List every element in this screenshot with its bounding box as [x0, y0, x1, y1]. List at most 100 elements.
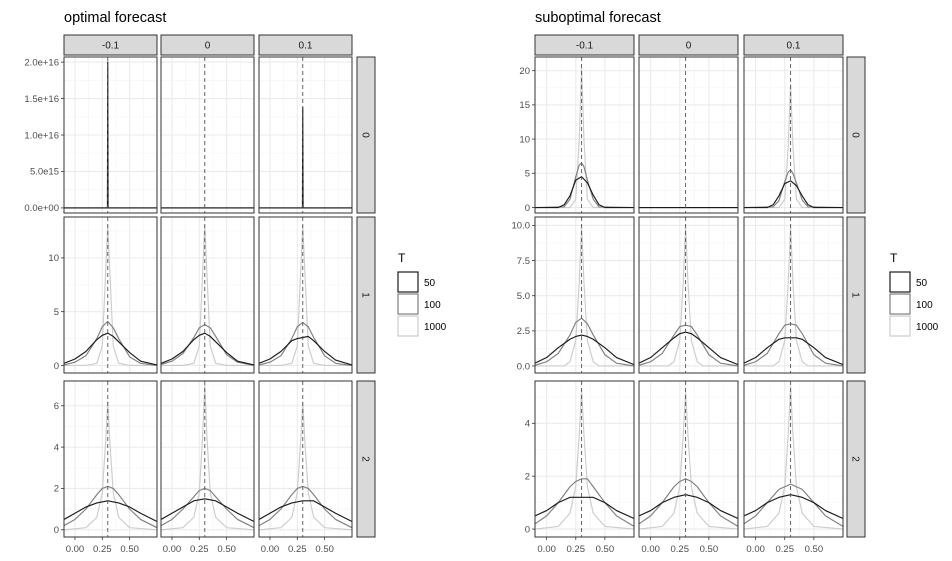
panel-background: [639, 57, 738, 213]
panel-0--0.1: [534, 56, 635, 214]
row-facet-strip: [846, 216, 866, 374]
density-line-T1000: [259, 401, 352, 531]
chart-optimal: optimal forecast -0.1 0 0.1 0 0.0e+00 5.0e15 1.…: [24, 10, 446, 555]
legend-label: 100: [916, 300, 933, 311]
panel-2-0.1: 0.00 0.25 0.50: [258, 380, 353, 555]
panel-border: [258, 380, 353, 538]
y-tick-label: 5.0e15: [30, 167, 59, 178]
legend-title: T: [398, 251, 406, 265]
column-facet-strip: [638, 34, 739, 56]
column-facet-label: 0.1: [787, 41, 801, 52]
column-facet-label: -0.1: [102, 41, 120, 52]
y-tick-label: 7.5: [517, 256, 530, 267]
density-line-T50: [64, 332, 157, 366]
legend-label: 1000: [424, 322, 447, 333]
panel-border: [534, 380, 635, 538]
panel-0--0.1: [63, 56, 158, 214]
y-tick-label: 15: [519, 100, 530, 111]
legend: T 50 100 1000: [889, 251, 939, 337]
x-tick-label: 0.50: [596, 544, 615, 555]
panel-1--0.1: [63, 216, 158, 374]
y-tick-label: 0: [525, 203, 530, 214]
column-facet-strip: [63, 34, 158, 56]
y-tick-label: 0: [525, 524, 530, 535]
x-tick-label: 0.00: [746, 544, 765, 555]
row-facet-strip: [846, 380, 866, 538]
legend-label: 1000: [916, 322, 939, 333]
density-line-T50: [161, 498, 254, 523]
y-tick-label: 2: [525, 471, 530, 482]
panel-border: [534, 56, 635, 214]
row-facet-strip: [356, 56, 376, 214]
row-facet-label: 2: [360, 456, 371, 462]
panel-0-0.1: [258, 56, 353, 214]
y-tick-label: 1.0e+16: [24, 130, 59, 141]
panel-border: [743, 56, 844, 214]
panel-2-0: 0.00 0.25 0.50: [638, 380, 739, 555]
y-tick-label: 0.0e+00: [24, 203, 59, 214]
legend-label: 50: [424, 278, 436, 289]
y-tick-label: 5: [525, 169, 530, 180]
chart-title: optimal forecast: [64, 10, 166, 26]
panel-2--0.1: 0.00 0.25 0.50: [534, 380, 635, 555]
x-tick-label: 0.00: [261, 544, 280, 555]
x-tick-label: 0.50: [217, 544, 236, 555]
column-facet-strip: [534, 34, 635, 56]
y-tick-label: 1.5e+16: [24, 94, 59, 105]
chart-suboptimal: suboptimal forecast-0.1 0 0.100510152010.0…: [512, 10, 939, 555]
row-facet-strip: [846, 56, 866, 214]
legend-key-T1000: [889, 315, 911, 337]
y-tick-label: 10: [519, 134, 530, 145]
column-facet-label: 0.1: [299, 41, 313, 52]
legend-label: 100: [424, 300, 441, 311]
density-line-T50: [535, 334, 634, 366]
y-tick-label: 0: [54, 361, 59, 372]
x-tick-label: 0.25: [93, 544, 112, 555]
column-facet-label: -0.1: [576, 41, 594, 52]
x-tick-label: 0.25: [776, 544, 795, 555]
density-line-T1000: [744, 385, 843, 530]
y-tick-label: 2.0e+16: [24, 57, 59, 68]
panel-2-0: 0.00 0.25 0.50: [160, 380, 255, 555]
panel-border: [743, 216, 844, 374]
x-tick-label: 0.25: [288, 544, 307, 555]
row-facet-label: 0: [850, 132, 861, 138]
density-line-T100: [639, 478, 738, 527]
panel-border: [638, 56, 739, 214]
panel-border: [160, 380, 255, 538]
legend-key-T100: [397, 293, 419, 315]
panel-1-0.1: [258, 216, 353, 374]
panel-border: [63, 380, 158, 538]
panel-border: [63, 216, 158, 374]
panel-1-0: [638, 216, 739, 374]
legend: T 50 100 1000: [397, 251, 447, 337]
y-tick-label: 5.0: [517, 291, 530, 302]
density-line-T100: [535, 478, 634, 527]
y-tick-label: 0.0: [517, 361, 530, 372]
column-facet-label: 0: [686, 41, 692, 52]
y-tick-label: 0: [54, 525, 59, 536]
row-facet-strip: [356, 380, 376, 538]
panel-border: [258, 56, 353, 214]
row-facet-label: 1: [850, 292, 861, 298]
density-line-T50: [535, 496, 634, 520]
legend-key-T100: [889, 293, 911, 315]
panel-border: [638, 216, 739, 374]
row-facet-label: 0: [360, 132, 371, 138]
legend-key-T50: [397, 271, 419, 293]
column-facet-strip: [160, 34, 255, 56]
density-line-T100: [64, 320, 157, 367]
panel-1-0.1: [743, 216, 844, 374]
legend-key-T50: [889, 271, 911, 293]
panel-border: [743, 380, 844, 538]
y-tick-label: 10: [48, 253, 59, 264]
y-tick-label: 5: [54, 307, 59, 318]
panel-border: [160, 56, 255, 214]
panel-0-0: [160, 56, 255, 214]
y-tick-label: 4: [525, 419, 530, 430]
density-line-T50: [161, 332, 254, 366]
panel-border: [63, 56, 158, 214]
chart-title: suboptimal forecast: [535, 10, 661, 26]
panel-background: [744, 57, 843, 213]
